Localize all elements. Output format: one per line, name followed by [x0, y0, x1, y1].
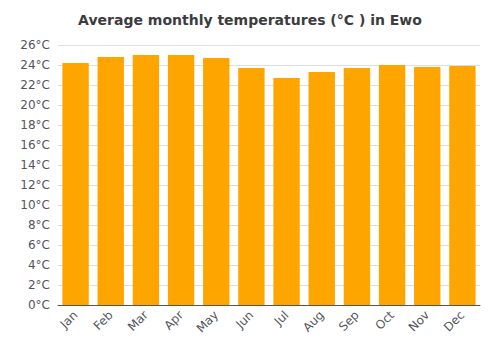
svg-text:18°C: 18°C [20, 118, 50, 132]
svg-text:Jun: Jun [233, 308, 257, 332]
svg-text:4°C: 4°C [28, 258, 50, 272]
svg-text:20°C: 20°C [20, 98, 50, 112]
svg-text:24°C: 24°C [20, 58, 50, 72]
svg-text:Nov: Nov [406, 308, 432, 334]
svg-text:May: May [194, 308, 221, 335]
svg-text:Aug: Aug [300, 308, 326, 334]
svg-text:Jan: Jan [57, 308, 81, 332]
svg-text:10°C: 10°C [20, 198, 50, 212]
svg-text:6°C: 6°C [28, 238, 50, 252]
svg-text:Average monthly temperatures (: Average monthly temperatures (°C ) in Ew… [78, 12, 422, 28]
svg-text:12°C: 12°C [20, 178, 50, 192]
svg-text:16°C: 16°C [20, 138, 50, 152]
svg-text:8°C: 8°C [28, 218, 50, 232]
svg-text:Sep: Sep [336, 308, 362, 334]
svg-text:Feb: Feb [91, 308, 116, 333]
svg-text:14°C: 14°C [20, 158, 50, 172]
svg-text:Oct: Oct [372, 308, 397, 333]
svg-text:Apr: Apr [161, 308, 186, 333]
svg-text:0°C: 0°C [28, 298, 50, 312]
svg-text:22°C: 22°C [20, 78, 50, 92]
svg-text:2°C: 2°C [28, 278, 50, 292]
svg-text:Jul: Jul [271, 308, 292, 329]
svg-text:26°C: 26°C [20, 38, 50, 52]
svg-text:Dec: Dec [441, 308, 467, 334]
svg-text:Mar: Mar [125, 308, 151, 334]
